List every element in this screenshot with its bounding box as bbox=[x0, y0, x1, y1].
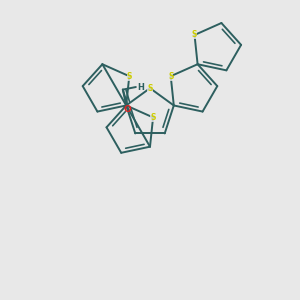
Text: O: O bbox=[123, 104, 131, 113]
Text: S: S bbox=[147, 84, 153, 93]
Text: S: S bbox=[150, 113, 156, 122]
Text: S: S bbox=[192, 31, 197, 40]
Text: S: S bbox=[168, 72, 173, 81]
Text: H: H bbox=[137, 82, 144, 91]
Text: S: S bbox=[127, 72, 132, 81]
